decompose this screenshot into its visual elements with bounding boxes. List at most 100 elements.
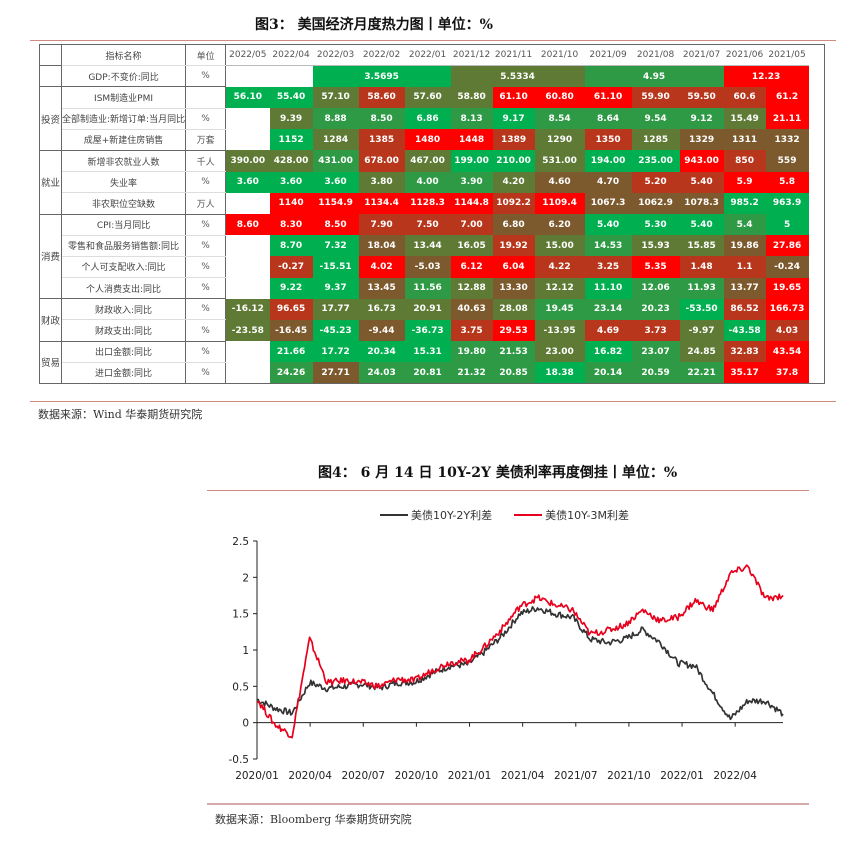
heat-cell-gdp: 5.5334 xyxy=(450,65,585,87)
row-name: GDP:不变价:同比 xyxy=(61,65,187,88)
heat-cell: 24.26 xyxy=(269,362,313,384)
heat-cell: 19.80 xyxy=(450,341,493,363)
heat-cell xyxy=(225,192,270,214)
heat-cell: 35.17 xyxy=(723,362,766,384)
heat-cell: 1154.9 xyxy=(312,192,359,214)
heat-cell: 58.80 xyxy=(450,86,493,109)
heat-cell: -36.73 xyxy=(404,319,451,342)
heat-cell: 18.38 xyxy=(534,362,585,384)
y-tick-label: 1.5 xyxy=(232,609,249,621)
heat-cell: -16.12 xyxy=(225,298,270,320)
heat-cell: -43.58 xyxy=(723,319,766,342)
heat-cell: 7.00 xyxy=(450,214,493,236)
heat-cell: 431.00 xyxy=(312,150,359,172)
heat-cell: -0.24 xyxy=(765,256,809,278)
heat-cell: 1385 xyxy=(358,129,405,151)
heat-cell: 235.00 xyxy=(631,150,680,172)
header-name: 指标名称 xyxy=(61,43,187,67)
heat-cell: 15.85 xyxy=(679,235,724,257)
heat-cell: 199.00 xyxy=(450,150,493,172)
header-month: 2021/06 xyxy=(723,43,766,67)
heat-cell: 531.00 xyxy=(534,150,585,172)
row-unit: % xyxy=(185,235,227,257)
heat-cell: 6.12 xyxy=(450,256,493,278)
heat-cell: 37.8 xyxy=(765,362,809,384)
heat-cell: 58.60 xyxy=(358,86,405,109)
heat-cell: 19.92 xyxy=(492,235,535,257)
group-label: 投资 xyxy=(39,86,62,151)
heat-cell: 22.21 xyxy=(679,362,724,384)
figure4-title: 图4： 6 月 14 日 10Y-2Y 美债利率再度倒挂丨单位：% xyxy=(318,465,678,481)
group-label-blank xyxy=(39,65,62,88)
heat-cell: 20.81 xyxy=(404,362,451,384)
heat-cell: 13.45 xyxy=(358,277,405,299)
heat-cell: 1.48 xyxy=(679,256,724,278)
heat-cell: 1152 xyxy=(269,129,313,151)
figure4-bottom-rule xyxy=(207,803,809,805)
heat-cell: 210.00 xyxy=(492,150,535,172)
header-month: 2021/12 xyxy=(450,43,493,67)
heat-cell: 24.03 xyxy=(358,362,405,384)
heat-cell: 5.40 xyxy=(679,171,724,193)
heat-cell: 16.05 xyxy=(450,235,493,257)
row-unit: % xyxy=(185,319,227,342)
heat-cell: 61.10 xyxy=(492,86,535,109)
heat-cell: 7.90 xyxy=(358,214,405,236)
header-month: 2022/03 xyxy=(312,43,359,67)
heat-cell: 1448 xyxy=(450,129,493,151)
heat-cell: 3.60 xyxy=(312,171,359,193)
heat-cell: 5.30 xyxy=(631,214,680,236)
heat-cell: 20.23 xyxy=(631,298,680,320)
heat-cell: -5.03 xyxy=(404,256,451,278)
heat-cell: 6.20 xyxy=(534,214,585,236)
heat-cell: 1067.3 xyxy=(584,192,632,214)
y-tick-label: 0.5 xyxy=(232,681,249,693)
heat-cell xyxy=(225,235,270,257)
heat-cell: 3.80 xyxy=(358,171,405,193)
heat-cell: 4.22 xyxy=(534,256,585,278)
header-month: 2022/01 xyxy=(404,43,451,67)
heat-cell: 14.53 xyxy=(584,235,632,257)
heat-cell: 15.00 xyxy=(534,235,585,257)
heat-cell: 5.4 xyxy=(723,214,766,236)
header-month: 2021/07 xyxy=(679,43,724,67)
heat-cell: 850 xyxy=(723,150,766,172)
heat-cell: -9.44 xyxy=(358,319,405,342)
row-unit: 万套 xyxy=(185,129,227,151)
group-label: 贸易 xyxy=(39,341,62,385)
heat-cell: 6.04 xyxy=(492,256,535,278)
row-name: 非农职位空缺数 xyxy=(61,192,187,215)
legend-item-10y2y: 美债10Y-2Y利差 xyxy=(380,507,492,523)
heat-cell: 12.12 xyxy=(534,277,585,299)
row-name: 失业率 xyxy=(61,171,187,194)
heat-cell: 9.22 xyxy=(269,277,313,299)
row-name: 进口金额:同比 xyxy=(61,362,187,385)
heat-cell: 21.66 xyxy=(269,341,313,363)
heat-cell: 61.2 xyxy=(765,86,809,109)
heat-cell: 20.91 xyxy=(404,298,451,320)
row-name: 个人消费支出:同比 xyxy=(61,277,187,300)
heat-cell xyxy=(225,362,270,384)
group-label: 就业 xyxy=(39,150,62,215)
heat-cell: 21.32 xyxy=(450,362,493,384)
heat-cell: 1.1 xyxy=(723,256,766,278)
heat-cell: 57.60 xyxy=(404,86,451,109)
x-tick-label: 2022/04 xyxy=(713,770,757,782)
heat-cell: 3.75 xyxy=(450,319,493,342)
heat-cell: 21.11 xyxy=(765,108,809,130)
heat-cell: 13.77 xyxy=(723,277,766,299)
heat-cell: 57.10 xyxy=(312,86,359,109)
heat-cell: 1078.3 xyxy=(679,192,724,214)
x-tick-label: 2020/07 xyxy=(341,770,385,782)
heat-cell xyxy=(225,129,270,151)
heat-cell: 9.12 xyxy=(679,108,724,130)
heat-cell: 61.10 xyxy=(584,86,632,109)
heat-cell: 20.34 xyxy=(358,341,405,363)
row-unit: % xyxy=(185,256,227,279)
heat-cell: 1480 xyxy=(404,129,451,151)
x-tick-label: 2020/01 xyxy=(235,770,279,782)
heat-cell: 8.64 xyxy=(584,108,632,130)
heat-cell: 5.8 xyxy=(765,171,809,193)
heat-cell: 23.07 xyxy=(631,341,680,363)
